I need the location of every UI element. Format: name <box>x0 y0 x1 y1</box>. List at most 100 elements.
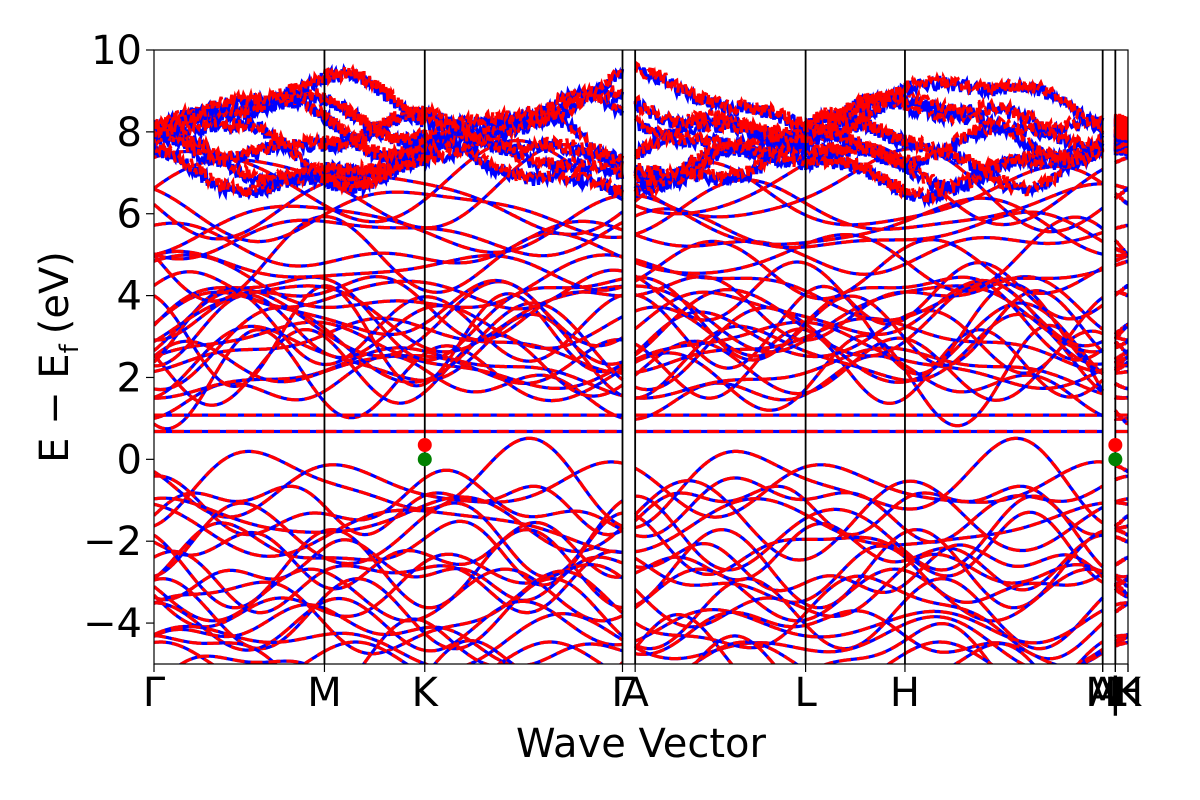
band-line-dashed <box>154 187 326 244</box>
band-line-solid <box>323 275 426 305</box>
band-line-dashed <box>1114 339 1128 350</box>
band-line-solid <box>424 268 623 311</box>
x-tick-label: A <box>621 670 649 716</box>
band-line-dashed <box>634 465 807 519</box>
band-line-dashed <box>323 306 426 360</box>
band-line-dashed <box>424 192 623 239</box>
x-tick-label: K <box>1115 670 1143 716</box>
band-line-dashed <box>804 285 906 325</box>
band-line-dashed <box>634 449 807 530</box>
band-line-dashed <box>154 290 325 342</box>
band-line-dashed <box>323 548 426 591</box>
band-line-dashed <box>361 617 426 664</box>
x-tick-label: A <box>1089 670 1117 716</box>
y-tick-label: 4 <box>117 274 142 320</box>
band-line-dashed <box>1114 284 1128 297</box>
band-line-dashed <box>904 146 1104 234</box>
band-line-dashed <box>1114 535 1128 544</box>
kpoint-lines <box>323 50 1117 664</box>
x-tick-label: M <box>307 670 342 716</box>
band-line-dashed <box>634 484 807 522</box>
band-line-solid <box>323 570 426 623</box>
band-line-dashed <box>634 577 807 651</box>
band-line-dashed <box>635 381 807 421</box>
band-line-dashed <box>804 152 907 200</box>
band-line-dashed <box>154 328 326 407</box>
band-line-dashed <box>1114 354 1128 370</box>
band-line-dashed <box>423 499 624 579</box>
band-line-dashed <box>423 333 624 398</box>
band-line-dashed <box>904 358 1104 390</box>
band-line-dashed <box>424 599 623 653</box>
band-line-dashed <box>633 114 808 164</box>
band-line-dashed <box>903 494 1104 572</box>
band-line-dashed <box>322 92 427 148</box>
band-line-dashed <box>1115 252 1128 258</box>
band-line-dashed <box>154 381 326 420</box>
band-line-dashed <box>904 324 1103 375</box>
band-line-dashed <box>903 289 1104 367</box>
band-line-dashed <box>424 484 624 537</box>
band-line-dashed <box>1114 587 1128 599</box>
band-line-dashed <box>424 495 624 553</box>
band-line-dashed <box>804 327 906 358</box>
band-line-dashed <box>1114 601 1128 607</box>
band-line-solid <box>692 634 776 664</box>
band-line-dashed <box>424 101 625 165</box>
band-line-dashed <box>1113 125 1128 141</box>
band-line-dashed <box>690 640 800 664</box>
band-line-dashed <box>423 65 625 131</box>
band-line-dashed <box>323 640 410 664</box>
band-line-dashed <box>804 82 907 142</box>
band-line-dashed <box>1114 474 1128 482</box>
band-line-dashed <box>804 522 906 564</box>
band-line-dashed <box>423 344 624 403</box>
band-line-dashed <box>1114 186 1128 200</box>
band-line-solid <box>952 642 1036 664</box>
band-line-solid <box>904 479 1104 553</box>
band-line-dashed <box>904 312 1104 394</box>
band-line-dashed <box>424 612 624 664</box>
x-tick-label: H <box>890 670 920 716</box>
band-line-dashed <box>634 476 806 539</box>
band-line-dashed <box>154 70 325 145</box>
band-line-dashed <box>904 268 1104 319</box>
band-line-dashed <box>635 275 807 362</box>
band-line-dashed <box>634 612 807 650</box>
band-line-dashed <box>1114 633 1128 639</box>
band-line-dashed <box>323 596 426 652</box>
y-axis-title-unit: (eV) <box>32 251 78 334</box>
band-line-dashed <box>154 529 325 610</box>
y-axis-title: E − E <box>32 353 78 463</box>
band-line-dashed <box>634 60 807 134</box>
band-line-dashed <box>635 371 807 400</box>
band-line-dashed <box>804 246 906 301</box>
band-line-dashed <box>634 567 806 623</box>
band-line-dashed <box>903 70 1105 136</box>
band-line-dashed <box>424 293 623 363</box>
band-line-solid <box>424 253 623 309</box>
band-line-dashed <box>804 497 906 537</box>
band-line-solid <box>804 213 906 227</box>
band-line-solid <box>424 625 623 664</box>
band-line-dashed <box>423 368 623 420</box>
band-line-dashed <box>424 304 624 350</box>
band-line-dashed <box>154 249 325 279</box>
band-line-dashed <box>1114 409 1128 426</box>
band-line-dashed <box>1114 335 1128 342</box>
band-edge-marker <box>1108 438 1123 453</box>
plot-frame <box>153 49 1129 665</box>
band-line-dashed <box>323 285 426 349</box>
band-line-dashed <box>1114 183 1128 191</box>
band-line-dashed <box>154 214 325 303</box>
band-line-dashed <box>323 316 426 337</box>
y-tick-label: 2 <box>117 355 142 401</box>
band-line-dashed <box>1114 246 1128 256</box>
band-line-dashed <box>154 333 326 374</box>
band-line-dashed <box>154 204 325 257</box>
band-line-dashed <box>634 479 806 562</box>
band-line-dashed <box>1114 578 1128 589</box>
band-line-dashed <box>154 339 325 384</box>
band-line-dashed <box>804 574 906 615</box>
